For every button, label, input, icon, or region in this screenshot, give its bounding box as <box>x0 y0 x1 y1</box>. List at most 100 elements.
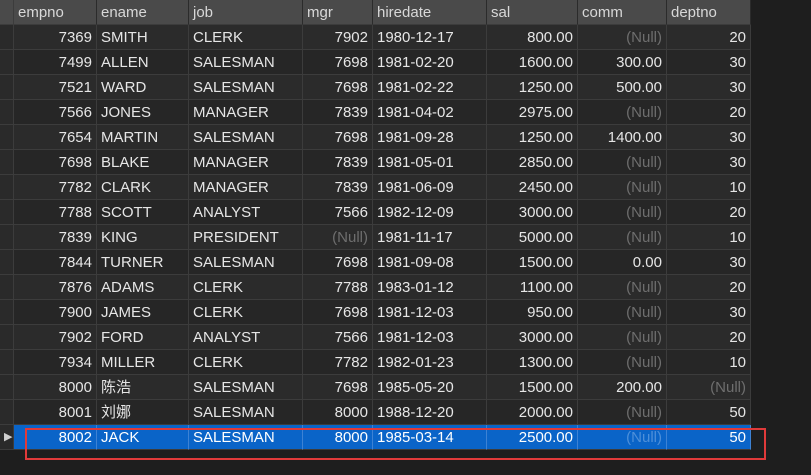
cell-comm[interactable]: (Null) <box>578 425 667 450</box>
row-header[interactable] <box>0 175 14 200</box>
row-header[interactable] <box>0 350 14 375</box>
table-row[interactable]: 7369 SMITH CLERK 7902 1980-12-17 800.00 (Null)… <box>0 25 811 50</box>
cell-sal[interactable]: 950.00 <box>487 300 578 325</box>
row-header[interactable] <box>0 25 14 50</box>
cell-job[interactable]: SALESMAN <box>189 50 303 75</box>
cell-empno[interactable]: 7782 <box>14 175 97 200</box>
table-row[interactable]: 7654 MARTIN SALESMAN 7698 1981-09-28 1250.00 1… <box>0 125 811 150</box>
cell-sal[interactable]: 1500.00 <box>487 250 578 275</box>
cell-empno[interactable]: 7521 <box>14 75 97 100</box>
cell-deptno[interactable]: 10 <box>667 350 751 375</box>
row-header[interactable] <box>0 75 14 100</box>
cell-hiredate[interactable]: 1981-02-22 <box>373 75 487 100</box>
cell-hiredate[interactable]: 1981-12-03 <box>373 300 487 325</box>
cell-ename[interactable]: JONES <box>97 100 189 125</box>
table-row[interactable]: 7788 SCOTT ANALYST 7566 1982-12-09 3000.00 (Nu… <box>0 200 811 225</box>
cell-hiredate[interactable]: 1981-06-09 <box>373 175 487 200</box>
table-row[interactable]: 7900 JAMES CLERK 7698 1981-12-03 950.00 (Null)… <box>0 300 811 325</box>
cell-hiredate[interactable]: 1980-12-17 <box>373 25 487 50</box>
cell-empno[interactable]: 7499 <box>14 50 97 75</box>
row-header[interactable] <box>0 325 14 350</box>
cell-comm[interactable]: (Null) <box>578 350 667 375</box>
column-header-deptno[interactable]: deptno <box>667 0 751 25</box>
cell-job[interactable]: CLERK <box>189 300 303 325</box>
table-row[interactable]: 7839 KING PRESIDENT (Null) 1981-11-17 5000.00… <box>0 225 811 250</box>
cell-sal[interactable]: 2500.00 <box>487 425 578 450</box>
cell-ename[interactable]: BLAKE <box>97 150 189 175</box>
cell-empno[interactable]: 7934 <box>14 350 97 375</box>
cell-comm[interactable]: (Null) <box>578 275 667 300</box>
column-header-hiredate[interactable]: hiredate <box>373 0 487 25</box>
cell-deptno[interactable]: 30 <box>667 75 751 100</box>
cell-comm[interactable]: (Null) <box>578 25 667 50</box>
cell-mgr[interactable]: 7566 <box>303 325 373 350</box>
cell-mgr[interactable]: 7839 <box>303 150 373 175</box>
column-header-ename[interactable]: ename <box>97 0 189 25</box>
cell-sal[interactable]: 5000.00 <box>487 225 578 250</box>
cell-job[interactable]: ANALYST <box>189 200 303 225</box>
cell-hiredate[interactable]: 1981-11-17 <box>373 225 487 250</box>
cell-comm[interactable]: (Null) <box>578 400 667 425</box>
cell-mgr[interactable]: 7698 <box>303 375 373 400</box>
row-header[interactable] <box>0 150 14 175</box>
cell-job[interactable]: MANAGER <box>189 150 303 175</box>
table-row-selected[interactable]: ▶ 8002 JACK SALESMAN 8000 1985-03-14 2500.00 (N… <box>0 425 811 450</box>
column-header-comm[interactable]: comm <box>578 0 667 25</box>
cell-mgr[interactable]: 8000 <box>303 425 373 450</box>
cell-empno[interactable]: 7788 <box>14 200 97 225</box>
cell-deptno[interactable]: 10 <box>667 225 751 250</box>
cell-ename[interactable]: ADAMS <box>97 275 189 300</box>
cell-deptno[interactable]: 30 <box>667 250 751 275</box>
row-header[interactable] <box>0 100 14 125</box>
cell-job[interactable]: PRESIDENT <box>189 225 303 250</box>
cell-hiredate[interactable]: 1981-02-20 <box>373 50 487 75</box>
cell-comm[interactable]: 0.00 <box>578 250 667 275</box>
cell-ename[interactable]: WARD <box>97 75 189 100</box>
cell-job[interactable]: ANALYST <box>189 325 303 350</box>
cell-mgr[interactable]: 7839 <box>303 175 373 200</box>
cell-sal[interactable]: 3000.00 <box>487 325 578 350</box>
cell-ename[interactable]: SCOTT <box>97 200 189 225</box>
cell-mgr[interactable]: (Null) <box>303 225 373 250</box>
cell-ename[interactable]: JAMES <box>97 300 189 325</box>
cell-deptno[interactable]: 30 <box>667 300 751 325</box>
cell-job[interactable]: SALESMAN <box>189 425 303 450</box>
cell-ename[interactable]: MARTIN <box>97 125 189 150</box>
cell-sal[interactable]: 800.00 <box>487 25 578 50</box>
cell-sal[interactable]: 2850.00 <box>487 150 578 175</box>
cell-comm[interactable]: (Null) <box>578 150 667 175</box>
cell-ename[interactable]: SMITH <box>97 25 189 50</box>
table-row[interactable]: 7782 CLARK MANAGER 7839 1981-06-09 2450.00 (Nu… <box>0 175 811 200</box>
cell-mgr[interactable]: 7902 <box>303 25 373 50</box>
table-row[interactable]: 7698 BLAKE MANAGER 7839 1981-05-01 2850.00 (Nu… <box>0 150 811 175</box>
cell-ename[interactable]: MILLER <box>97 350 189 375</box>
cell-sal[interactable]: 1600.00 <box>487 50 578 75</box>
cell-deptno[interactable]: 20 <box>667 325 751 350</box>
cell-empno[interactable]: 7839 <box>14 225 97 250</box>
column-header-job[interactable]: job <box>189 0 303 25</box>
cell-comm[interactable]: (Null) <box>578 175 667 200</box>
cell-sal[interactable]: 1500.00 <box>487 375 578 400</box>
cell-mgr[interactable]: 7698 <box>303 50 373 75</box>
cell-ename[interactable]: 陈浩 <box>97 375 189 400</box>
row-header[interactable] <box>0 200 14 225</box>
cell-deptno[interactable]: 20 <box>667 25 751 50</box>
cell-mgr[interactable]: 7698 <box>303 250 373 275</box>
cell-deptno[interactable]: 20 <box>667 200 751 225</box>
cell-sal[interactable]: 2000.00 <box>487 400 578 425</box>
cell-deptno[interactable]: 50 <box>667 425 751 450</box>
cell-hiredate[interactable]: 1981-12-03 <box>373 325 487 350</box>
cell-comm[interactable]: (Null) <box>578 325 667 350</box>
cell-hiredate[interactable]: 1985-05-20 <box>373 375 487 400</box>
table-row[interactable]: 7499 ALLEN SALESMAN 7698 1981-02-20 1600.00 30… <box>0 50 811 75</box>
row-header[interactable] <box>0 225 14 250</box>
cell-empno[interactable]: 8002 <box>14 425 97 450</box>
table-row[interactable]: 7566 JONES MANAGER 7839 1981-04-02 2975.00 (Nu… <box>0 100 811 125</box>
cell-mgr[interactable]: 7839 <box>303 100 373 125</box>
column-header-sal[interactable]: sal <box>487 0 578 25</box>
table-row[interactable]: 7902 FORD ANALYST 7566 1981-12-03 3000.00 (Nul… <box>0 325 811 350</box>
result-grid[interactable]: empno ename job mgr hiredate sal comm de… <box>0 0 811 450</box>
row-header[interactable] <box>0 300 14 325</box>
cell-job[interactable]: SALESMAN <box>189 375 303 400</box>
cell-job[interactable]: SALESMAN <box>189 250 303 275</box>
